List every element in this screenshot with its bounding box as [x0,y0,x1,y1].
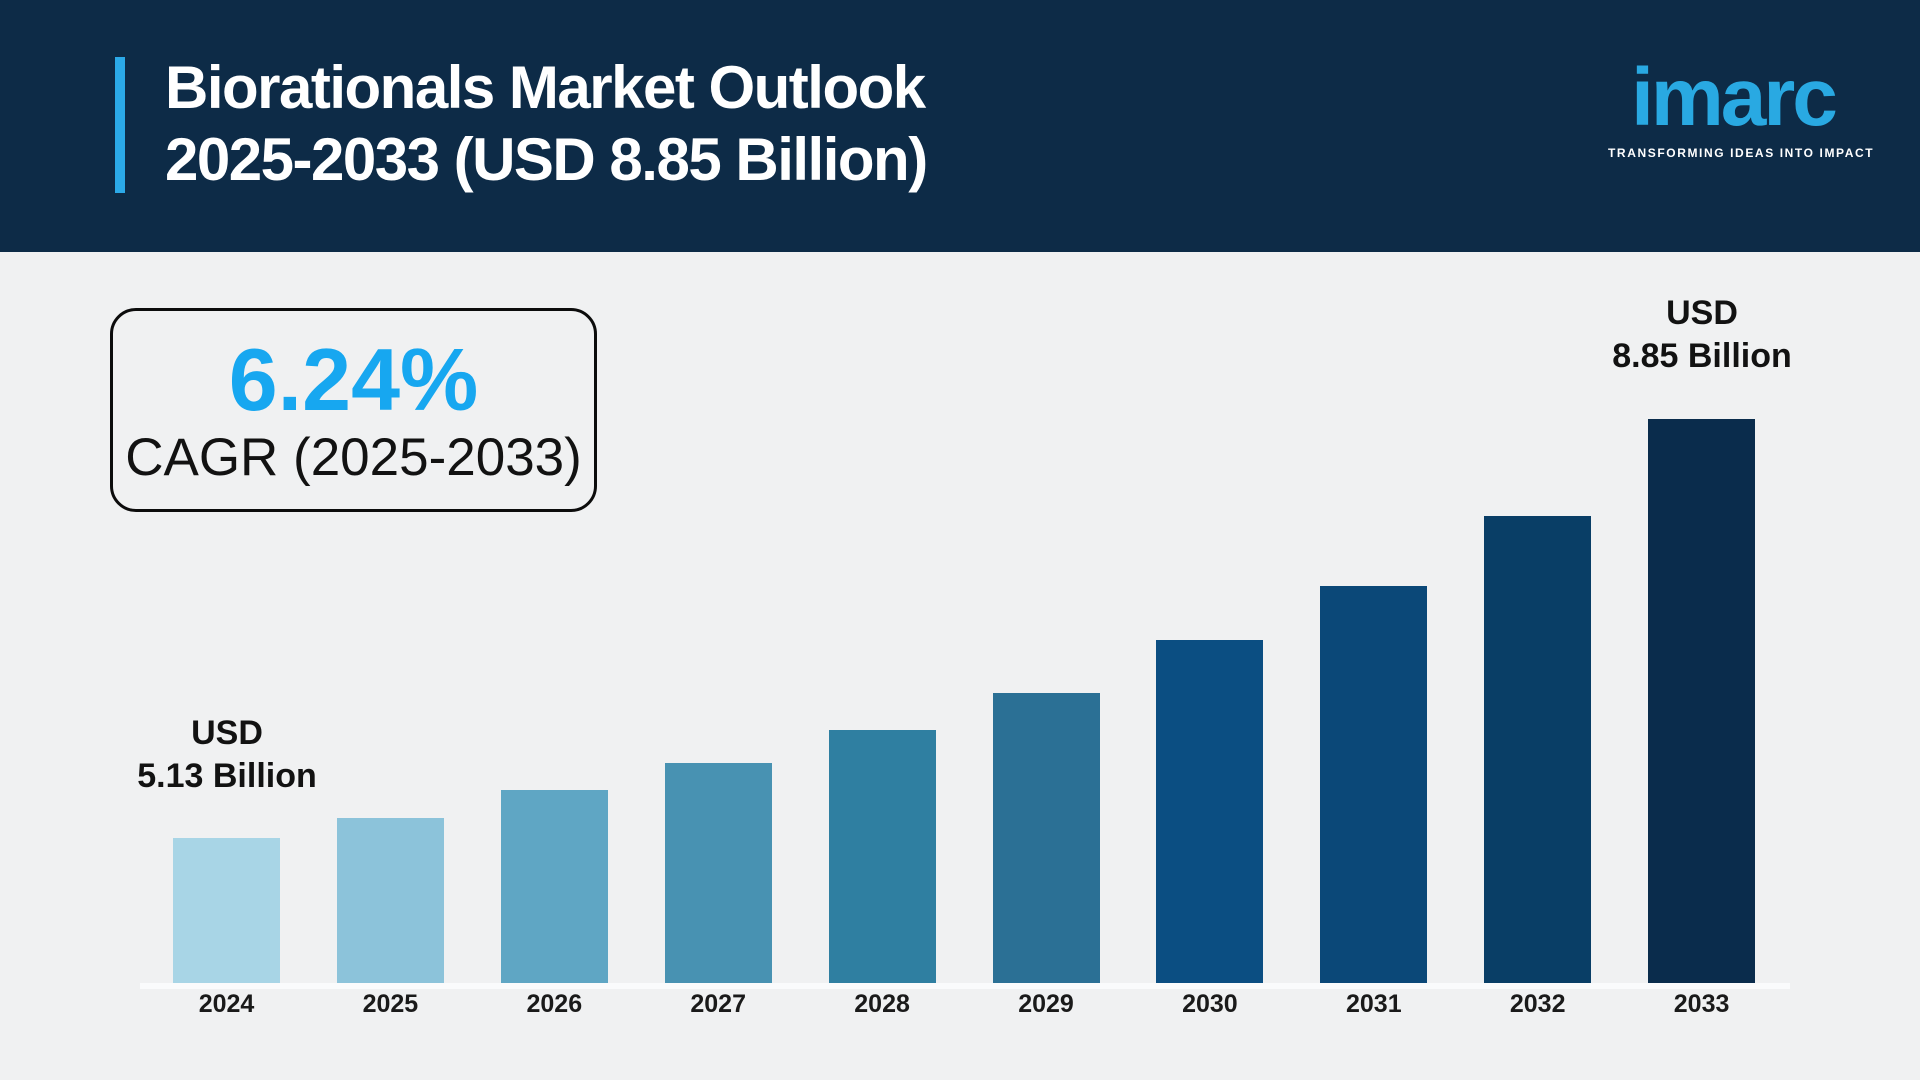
end-value-annotation: USD 8.85 Billion [1562,292,1842,378]
year-label-2031: 2031 [1345,990,1402,1018]
title-accent-bar [115,57,125,193]
year-label-2032: 2032 [1509,990,1566,1018]
year-label-2024: 2024 [198,990,255,1018]
header-band: Biorationals Market Outlook 2025-2033 (U… [0,0,1920,252]
year-label-2025: 2025 [362,990,419,1018]
year-label-2030: 2030 [1182,990,1238,1018]
page-title-line1: Biorationals Market Outlook [165,54,926,121]
bar-2024 [173,838,280,983]
bar-2029 [992,693,1100,983]
bar-2030 [1156,640,1264,983]
imarc-wordmark: imarc [1631,52,1838,143]
year-label-2027: 2027 [690,990,746,1018]
year-label-2026: 2026 [526,990,583,1018]
page-title: Biorationals Market Outlook 2025-2033 (U… [165,52,928,196]
end-value-line1: USD [1666,294,1738,332]
imarc-logo: imarc TRANSFORMING IDEAS INTO IMPACT [1608,52,1875,160]
imarc-tagline: TRANSFORMING IDEAS INTO IMPACT [1608,146,1875,160]
cagr-callout-box: 6.24% CAGR (2025-2033) [110,308,597,512]
start-value-line2: 5.13 Billion [137,757,317,795]
bar-2025 [336,818,444,983]
year-label-2028: 2028 [854,990,910,1018]
bar-2027 [664,763,772,983]
start-value-line1: USD [191,714,263,752]
bar-2026 [500,790,608,983]
cagr-value: 6.24% [228,330,479,429]
bar-2028 [828,730,936,983]
year-label-2033: 2033 [1673,990,1730,1018]
end-value-line2: 8.85 Billion [1612,337,1792,375]
bar-2031 [1320,586,1428,983]
cagr-label: CAGR (2025-2033) [125,428,582,487]
bar-2032 [1484,516,1592,983]
chart-baseline [140,983,1790,989]
page-title-line2: 2025-2033 (USD 8.85 Billion) [165,126,928,193]
year-label-2029: 2029 [1018,990,1074,1018]
start-value-annotation: USD 5.13 Billion [87,712,367,798]
bar-2033 [1648,419,1756,983]
